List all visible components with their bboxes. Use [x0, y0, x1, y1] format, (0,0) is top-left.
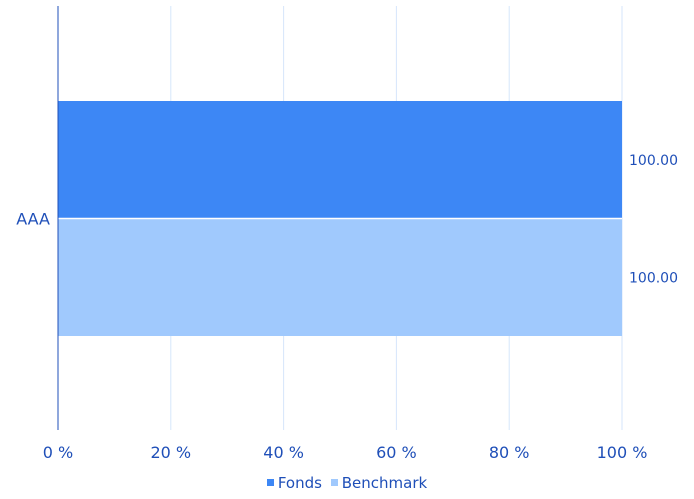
labels: 0 % 20 % 40 % 60 % 80 % 100 % 100.00 100.00 AAA — [16, 153, 678, 462]
legend-item-fonds[interactable]: Fonds — [266, 474, 322, 492]
category-label: AAA — [16, 210, 50, 229]
x-tick-label: 100 % — [597, 443, 648, 462]
bars — [58, 101, 622, 336]
legend-swatch-benchmark — [330, 479, 338, 486]
x-tick-label: 40 % — [263, 443, 304, 462]
x-tick-label: 0 % — [43, 443, 73, 462]
x-tick-label: 80 % — [489, 443, 530, 462]
legend: Fonds Benchmark — [0, 474, 694, 492]
x-tick-label: 20 % — [150, 443, 191, 462]
legend-label-benchmark: Benchmark — [341, 474, 428, 492]
legend-swatch-fonds — [266, 479, 274, 486]
data-label: 100.00 — [629, 270, 678, 286]
bar-benchmark — [58, 218, 622, 336]
bar-fonds — [58, 101, 622, 219]
data-label: 100.00 — [629, 153, 678, 169]
legend-item-benchmark[interactable]: Benchmark — [330, 474, 428, 492]
x-tick-label: 60 % — [376, 443, 417, 462]
legend-label-fonds: Fonds — [277, 474, 322, 492]
